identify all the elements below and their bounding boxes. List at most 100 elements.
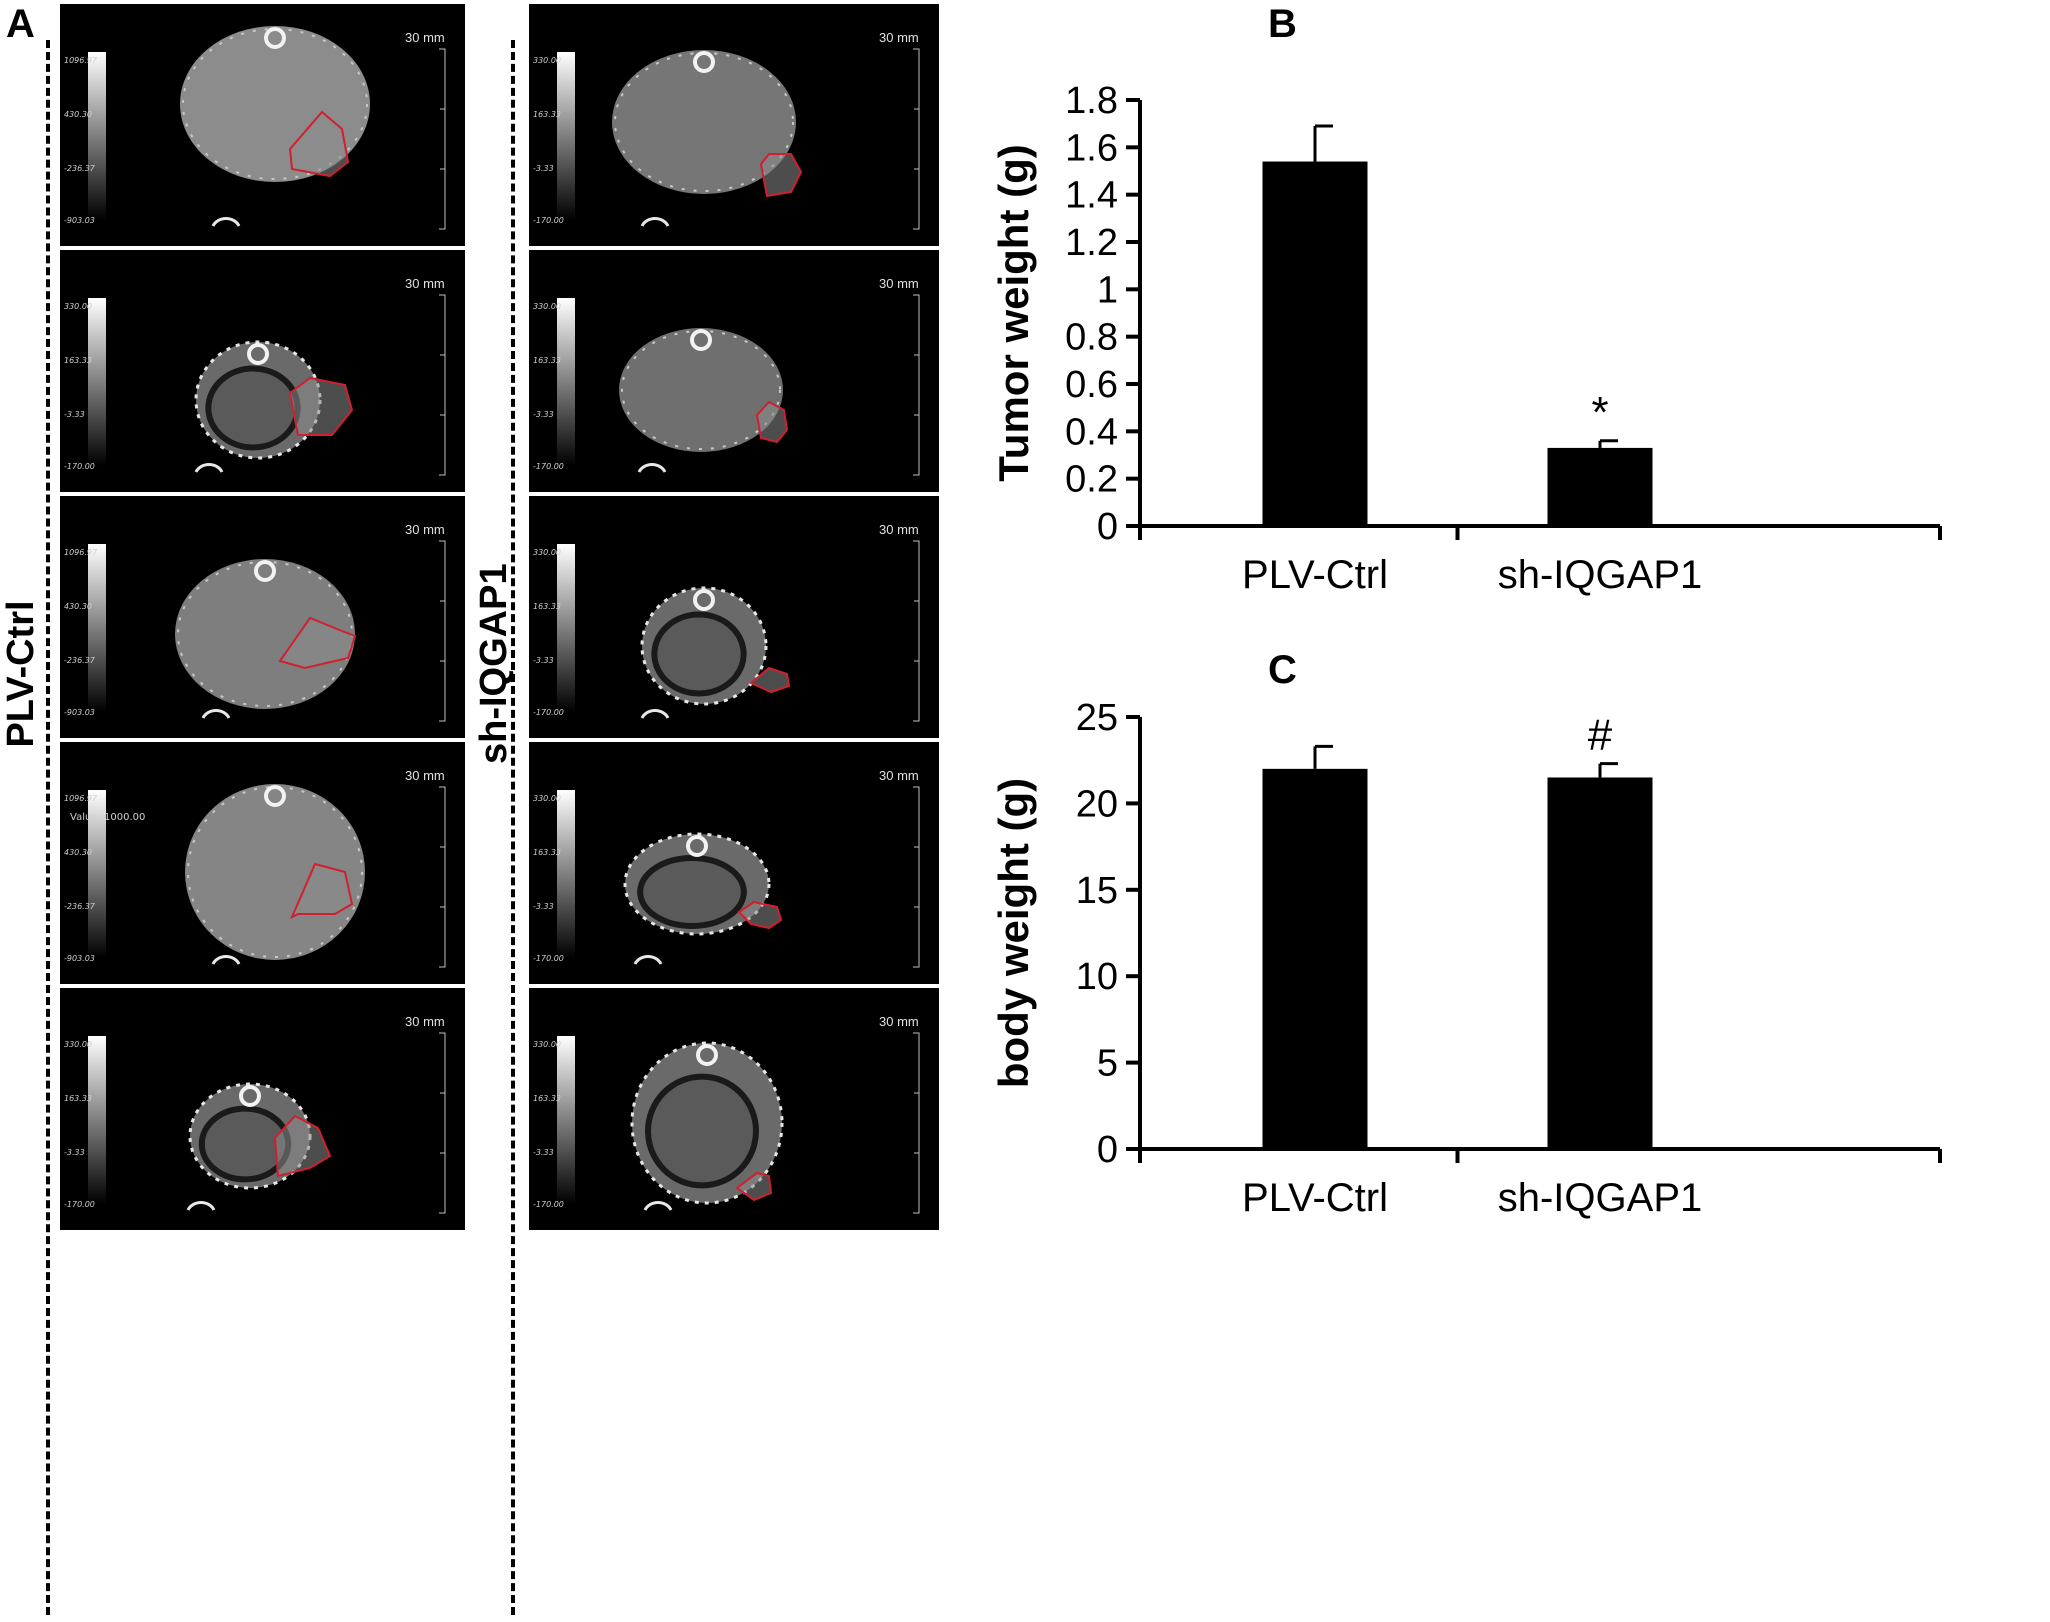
scale-bracket xyxy=(439,1032,446,1214)
scanner-bed-arc xyxy=(201,709,231,719)
scale-label: 30 mm xyxy=(405,276,445,291)
colorbar xyxy=(557,544,575,712)
ct-scan-drawing xyxy=(557,294,920,476)
scanner-bed-arc xyxy=(211,217,241,227)
category-label: sh-IQGAP1 xyxy=(1498,1176,1703,1220)
y-axis-label: body weight (g) xyxy=(990,778,1037,1088)
colorbar-tick-label: 163.33 xyxy=(533,1094,561,1103)
colorbar-tick-label: 163.33 xyxy=(64,1094,92,1103)
colorbar xyxy=(88,544,106,712)
colorbar-tick-label: -3.33 xyxy=(64,1148,85,1157)
colorbar xyxy=(88,1036,106,1204)
colorbar-tick-label: -236.37 xyxy=(64,656,95,665)
scale-bracket xyxy=(439,294,446,476)
colorbar-tick-label: -170.00 xyxy=(533,1200,564,1209)
scale-bracket xyxy=(913,48,920,230)
colorbar-tick-label: 1096.97 xyxy=(64,548,98,557)
colorbar-tick-label: -3.33 xyxy=(64,410,85,419)
ct-image-right-5: 30 mm 330.00 163.33 -3.33 -170.00 xyxy=(529,988,939,1230)
colorbar-tick-label: -903.03 xyxy=(64,954,95,963)
scale-label: 30 mm xyxy=(879,276,919,291)
tumor-outline xyxy=(737,900,783,930)
y-axis-label: Tumor weight (g) xyxy=(990,144,1037,482)
colorbar-tick-label: -3.33 xyxy=(533,164,554,173)
ct-image-left-3: 30 mm 1096.97 430.30 -236.37 -903.03 xyxy=(60,496,465,738)
scale-label: 30 mm xyxy=(879,522,919,537)
tumor-outline xyxy=(755,400,789,444)
scale-bracket xyxy=(913,294,920,476)
y-tick-label: 0 xyxy=(1097,1129,1118,1171)
ct-scan-drawing xyxy=(557,786,920,968)
spine-vertebra xyxy=(264,27,286,49)
significance-marker: * xyxy=(1591,388,1608,437)
y-tick-label: 1.6 xyxy=(1065,127,1118,169)
ct-image-left-4: 30 mm 1096.97 430.30 -236.37 -903.03 Value: 1… xyxy=(60,742,465,984)
y-tick-label: 15 xyxy=(1076,870,1118,912)
body-cross-section xyxy=(175,559,355,709)
colorbar xyxy=(557,298,575,466)
ct-image-left-1: 30 mm 1096.97 430.30 -236.37 -903.03 xyxy=(60,4,465,246)
ct-scan-drawing xyxy=(557,1032,920,1214)
colorbar xyxy=(557,52,575,220)
scanner-bed-arc xyxy=(640,709,670,719)
colorbar-tick-label: 330.00 xyxy=(533,794,561,803)
scale-bracket xyxy=(913,540,920,722)
colorbar-tick-label: 163.33 xyxy=(64,356,92,365)
ct-image-right-3: 30 mm 330.00 163.33 -3.33 -170.00 xyxy=(529,496,939,738)
colorbar-tick-label: -903.03 xyxy=(64,216,95,225)
scale-label: 30 mm xyxy=(879,768,919,783)
value-readout: Value: 1000.00 xyxy=(70,812,146,823)
colorbar xyxy=(88,790,106,958)
colorbar-tick-label: 163.33 xyxy=(533,848,561,857)
tumor-outline xyxy=(289,862,354,920)
spine-vertebra xyxy=(696,1044,718,1066)
spine-vertebra xyxy=(239,1085,261,1107)
colorbar xyxy=(557,790,575,958)
spine-vertebra xyxy=(686,835,708,857)
colorbar xyxy=(88,52,106,220)
scale-label: 30 mm xyxy=(405,1014,445,1029)
colorbar-tick-label: -3.33 xyxy=(533,1148,554,1157)
colorbar-tick-label: -170.00 xyxy=(533,708,564,717)
ct-image-right-4: 30 mm 330.00 163.33 -3.33 -170.00 xyxy=(529,742,939,984)
colorbar-tick-label: -170.00 xyxy=(64,462,95,471)
y-tick-label: 1.8 xyxy=(1065,80,1118,122)
colorbar-tick-label: 163.33 xyxy=(533,356,561,365)
lung-cavity xyxy=(645,1073,759,1189)
spine-vertebra xyxy=(264,785,286,807)
body-cross-section xyxy=(619,328,783,452)
y-tick-label: 0.4 xyxy=(1065,411,1118,453)
body-cross-section xyxy=(612,50,796,194)
scale-bracket xyxy=(439,786,446,968)
y-tick-label: 0.8 xyxy=(1065,317,1118,359)
colorbar-tick-label: 330.00 xyxy=(533,1040,561,1049)
tumor-outline xyxy=(273,1114,332,1178)
colorbar-tick-label: 330.00 xyxy=(533,302,561,311)
tumor-outline xyxy=(749,666,791,694)
lung-cavity xyxy=(205,365,301,451)
y-tick-label: 1.2 xyxy=(1065,222,1118,264)
colorbar-tick-label: 1096.97 xyxy=(64,794,98,803)
scanner-bed-arc xyxy=(194,463,224,473)
colorbar-tick-label: -236.37 xyxy=(64,902,95,911)
y-tick-label: 0.2 xyxy=(1065,459,1118,501)
category-label: sh-IQGAP1 xyxy=(1498,553,1703,597)
ct-scan-drawing xyxy=(88,1032,446,1214)
body-cross-section xyxy=(185,784,365,960)
colorbar-tick-label: 163.33 xyxy=(533,110,561,119)
colorbar-tick-label: -3.33 xyxy=(533,656,554,665)
colorbar-tick-label: -170.00 xyxy=(533,462,564,471)
lung-cavity xyxy=(651,611,747,697)
spine-vertebra xyxy=(693,589,715,611)
panel-label-c: C xyxy=(1268,648,1297,692)
tumor-outline xyxy=(288,376,354,436)
bar-plv-ctrl xyxy=(1262,768,1368,1149)
significance-marker: # xyxy=(1588,711,1613,760)
scanner-bed-arc xyxy=(643,1201,673,1211)
colorbar-tick-label: -3.33 xyxy=(533,410,554,419)
scanner-bed-arc xyxy=(637,463,667,473)
ct-column-plv-ctrl: 30 mm 1096.97 430.30 -236.37 -903.03 30 mm 330… xyxy=(60,4,465,1618)
scale-bracket xyxy=(913,786,920,968)
colorbar-tick-label: -170.00 xyxy=(533,954,564,963)
tumor-outline xyxy=(735,1171,773,1202)
